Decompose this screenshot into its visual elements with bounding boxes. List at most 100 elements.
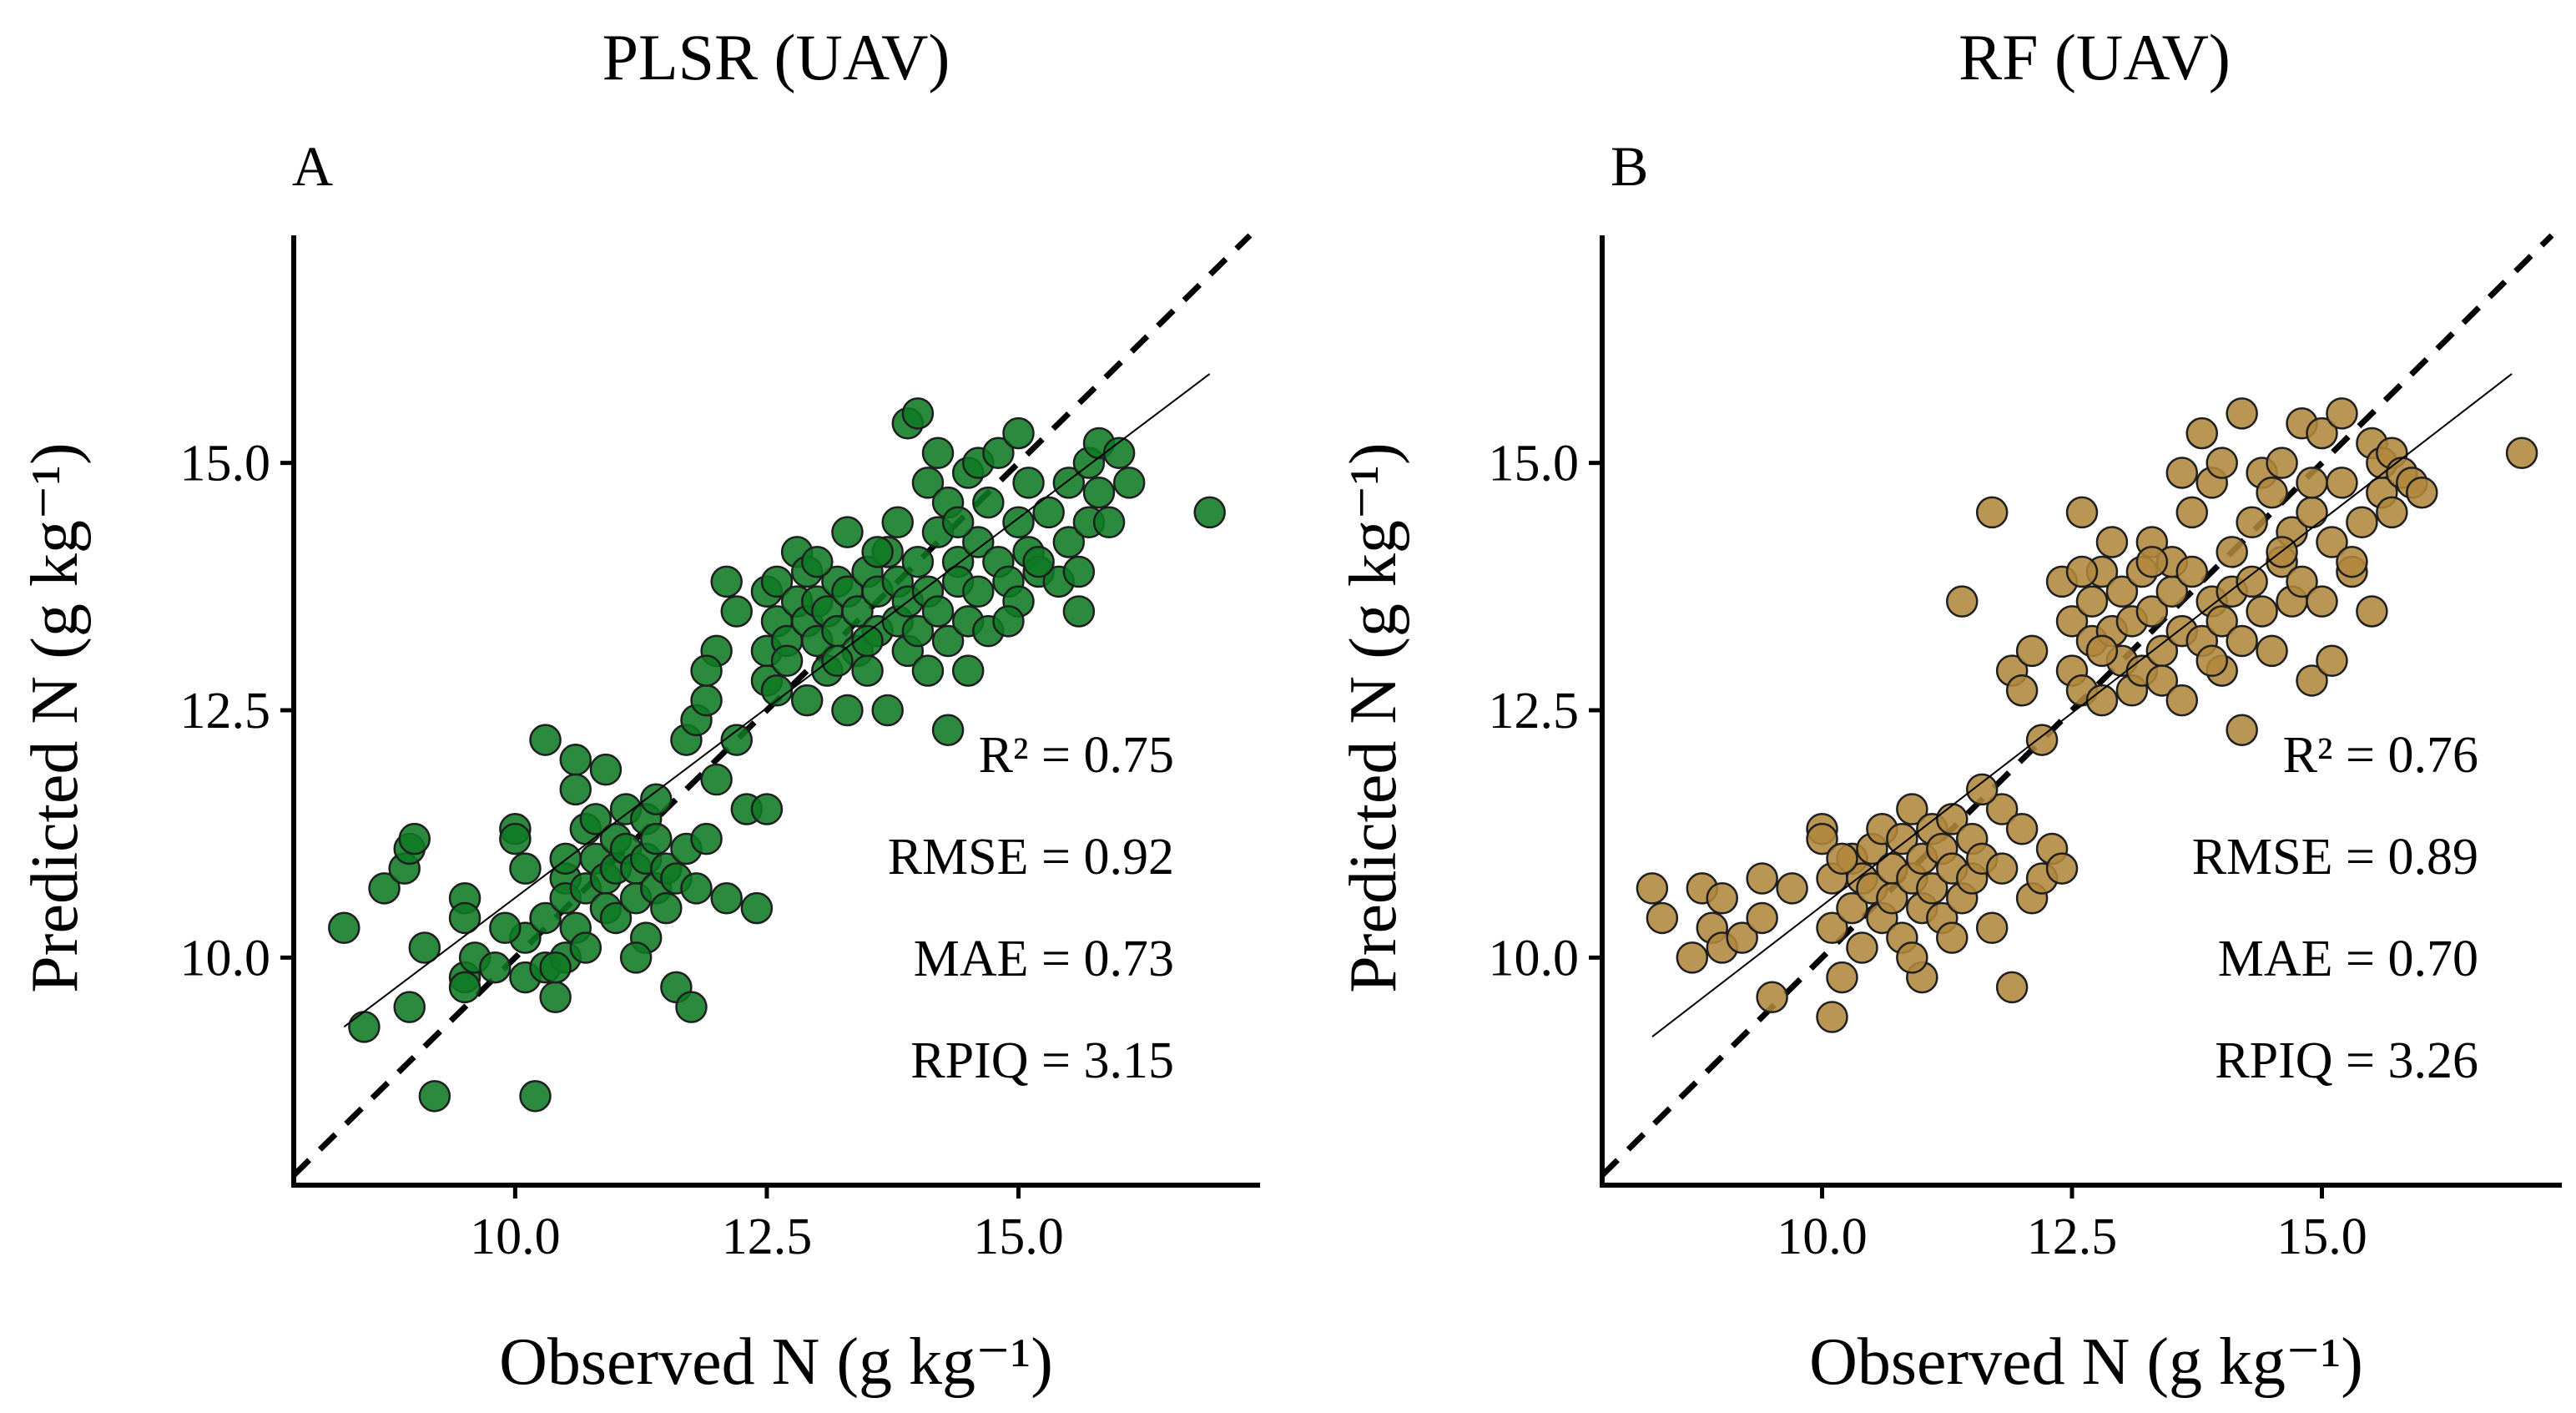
x-tick-label: 12.5 bbox=[2027, 1209, 2118, 1265]
data-point bbox=[851, 624, 884, 658]
y-tick-label: 12.5 bbox=[1489, 683, 1580, 739]
data-point bbox=[801, 545, 834, 578]
data-point bbox=[2015, 634, 2049, 668]
data-point bbox=[1816, 1001, 1848, 1033]
data-point bbox=[640, 783, 673, 815]
data-point bbox=[1032, 496, 1065, 529]
y-tick-label: 15.0 bbox=[180, 436, 271, 492]
data-point bbox=[1995, 971, 2029, 1004]
data-point bbox=[2326, 467, 2358, 499]
stat-mae: MAE = 0.70 bbox=[2218, 931, 2478, 987]
x-axis-title: Observed N (g kg⁻¹) bbox=[499, 1325, 1053, 1399]
data-point bbox=[559, 744, 592, 776]
data-point bbox=[2045, 852, 2079, 885]
data-point bbox=[2135, 545, 2169, 578]
stat-rpiq: RPIQ = 3.15 bbox=[910, 1032, 1174, 1089]
data-point bbox=[901, 397, 935, 430]
y-tick-label: 15.0 bbox=[1489, 436, 1580, 492]
x-tick-label: 15.0 bbox=[2276, 1209, 2367, 1265]
y-tick-label: 10.0 bbox=[1489, 930, 1580, 987]
data-point bbox=[770, 644, 804, 677]
data-point bbox=[1002, 416, 1035, 450]
data-point bbox=[2505, 437, 2538, 470]
data-point bbox=[393, 991, 426, 1023]
data-point bbox=[2095, 526, 2129, 558]
data-point bbox=[750, 793, 784, 825]
data-point bbox=[760, 674, 794, 707]
data-point bbox=[931, 624, 965, 658]
data-point bbox=[881, 506, 914, 539]
data-point bbox=[2065, 555, 2099, 588]
data-point bbox=[1676, 941, 1709, 974]
data-point bbox=[2356, 595, 2388, 628]
stat-r2: R² = 0.75 bbox=[979, 727, 1174, 784]
data-point bbox=[760, 565, 794, 598]
data-point bbox=[1726, 921, 1758, 954]
data-point bbox=[2256, 476, 2288, 509]
data-point bbox=[448, 901, 481, 935]
data-point bbox=[2326, 397, 2358, 430]
data-point bbox=[1886, 822, 1918, 855]
data-point bbox=[599, 901, 633, 935]
data-point bbox=[2005, 813, 2039, 845]
data-point bbox=[2085, 684, 2119, 717]
y-tick-label: 10.0 bbox=[180, 930, 271, 987]
data-point bbox=[2296, 496, 2328, 529]
data-point bbox=[1062, 555, 1096, 588]
data-point bbox=[1936, 921, 1969, 954]
data-point bbox=[710, 881, 743, 915]
data-point bbox=[2266, 447, 2298, 479]
data-point bbox=[1836, 891, 1868, 925]
data-point bbox=[328, 911, 360, 945]
y-axis-title: Predicted N (g kg⁻¹) bbox=[18, 442, 92, 992]
data-point bbox=[1985, 852, 2019, 885]
data-point bbox=[700, 763, 733, 796]
data-point bbox=[921, 437, 955, 470]
data-point bbox=[1706, 881, 1738, 915]
data-point bbox=[2296, 664, 2328, 697]
data-point bbox=[549, 842, 582, 876]
data-point bbox=[2306, 416, 2338, 450]
data-point bbox=[2165, 457, 2199, 489]
data-point bbox=[972, 486, 1005, 519]
data-point bbox=[2075, 585, 2109, 618]
data-point bbox=[2286, 565, 2318, 598]
data-point bbox=[2105, 575, 2139, 608]
data-point bbox=[1816, 911, 1848, 945]
data-point bbox=[790, 684, 824, 717]
data-points bbox=[1636, 397, 2538, 1033]
data-point bbox=[1112, 467, 1146, 499]
data-point bbox=[690, 684, 723, 717]
data-point bbox=[559, 773, 592, 806]
panel-rf: RF (UAV) B Observed N (g kg⁻¹) Predicted… bbox=[1337, 21, 2562, 1399]
data-point bbox=[831, 516, 864, 548]
data-point bbox=[982, 437, 1015, 470]
data-point bbox=[1636, 872, 1669, 905]
x-tick-label: 15.0 bbox=[973, 1209, 1064, 1265]
data-point bbox=[1646, 901, 1679, 935]
data-point bbox=[1896, 941, 1928, 974]
data-point bbox=[2195, 644, 2228, 677]
data-point bbox=[519, 1080, 552, 1113]
data-point bbox=[408, 931, 441, 964]
data-point bbox=[448, 971, 481, 1004]
panel-label: B bbox=[1611, 134, 1648, 198]
data-point bbox=[1746, 862, 1778, 895]
data-point bbox=[650, 891, 683, 925]
data-point bbox=[680, 872, 713, 905]
y-tick-label: 12.5 bbox=[180, 683, 271, 739]
data-point bbox=[539, 981, 572, 1014]
data-point bbox=[1826, 842, 1858, 876]
stat-rmse: RMSE = 0.92 bbox=[888, 829, 1174, 886]
regression-line bbox=[1651, 373, 2513, 1037]
data-point bbox=[2306, 585, 2338, 618]
data-point bbox=[931, 714, 965, 746]
data-point bbox=[901, 614, 935, 648]
data-point bbox=[509, 852, 542, 885]
data-point bbox=[2316, 526, 2348, 558]
data-point bbox=[2085, 634, 2119, 668]
data-point bbox=[368, 872, 401, 905]
data-point bbox=[911, 467, 945, 499]
data-point bbox=[1062, 595, 1096, 628]
